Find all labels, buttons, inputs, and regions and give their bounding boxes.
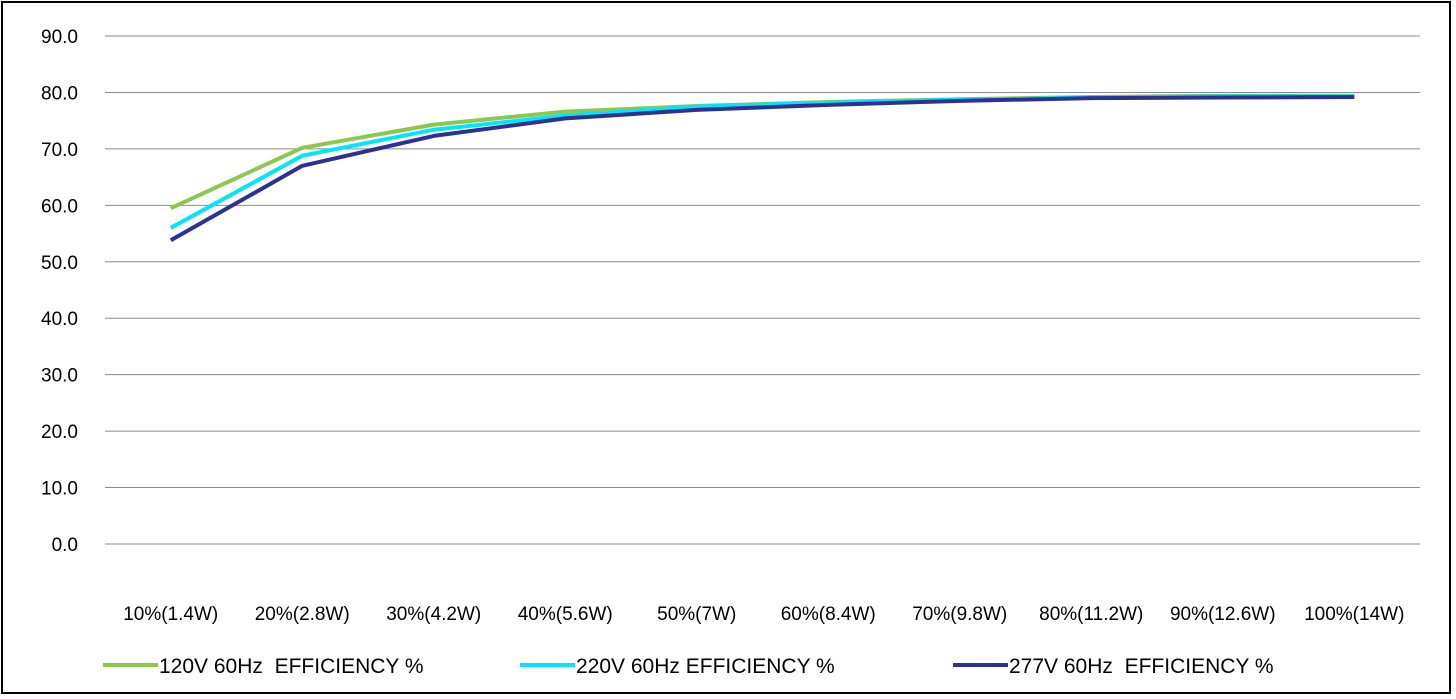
y-tick-label: 10.0 bbox=[41, 479, 78, 500]
y-tick-label: 60.0 bbox=[41, 196, 78, 217]
x-tick-label: 60%(8.4W) bbox=[781, 604, 876, 625]
series-lines bbox=[169, 93, 1355, 243]
y-tick-label: 20.0 bbox=[41, 422, 78, 443]
x-tick-label: 90%(12.6W) bbox=[1170, 604, 1276, 625]
y-tick-label: 90.0 bbox=[41, 27, 78, 48]
y-tick-label: 50.0 bbox=[41, 253, 78, 274]
x-tick-label: 30%(4.2W) bbox=[386, 604, 481, 625]
x-tick-label: 20%(2.8W) bbox=[255, 604, 350, 625]
x-tick-label: 70%(9.8W) bbox=[912, 604, 1007, 625]
x-tick-label: 40%(5.6W) bbox=[518, 604, 613, 625]
legend-label: 277V 60Hz EFFICIENCY % bbox=[1009, 655, 1274, 678]
x-tick-label: 100%(14W) bbox=[1304, 604, 1404, 625]
legend-label: 220V 60Hz EFFICIENCY % bbox=[576, 655, 835, 678]
gridlines bbox=[105, 35, 1420, 545]
y-tick-label: 30.0 bbox=[41, 366, 78, 387]
legend: 120V 60Hz EFFICIENCY % 220V 60Hz EFFICIEN… bbox=[103, 655, 1274, 678]
y-tick-label: 40.0 bbox=[41, 309, 78, 330]
x-tick-label: 80%(11.2W) bbox=[1039, 604, 1143, 625]
x-tick-label: 50%(7W) bbox=[657, 604, 736, 625]
y-axis-tick-labels: 0.0 10.0 20.0 30.0 40.0 50.0 60.0 70.0 80.0 90.0 bbox=[41, 27, 78, 556]
y-tick-label: 80.0 bbox=[41, 83, 78, 104]
series-line-3 bbox=[169, 95, 1355, 243]
y-tick-label: 0.0 bbox=[52, 535, 78, 556]
x-axis-tick-labels: 10%(1.4W) 20%(2.8W) 30%(4.2W) 40%(5.6W) 50%(… bbox=[123, 604, 1404, 625]
series-line-1 bbox=[169, 93, 1355, 211]
legend-label: 120V 60Hz EFFICIENCY % bbox=[159, 655, 424, 678]
series-line-2 bbox=[169, 94, 1355, 230]
x-tick-label: 10%(1.4W) bbox=[123, 604, 218, 625]
y-tick-label: 70.0 bbox=[41, 140, 78, 161]
